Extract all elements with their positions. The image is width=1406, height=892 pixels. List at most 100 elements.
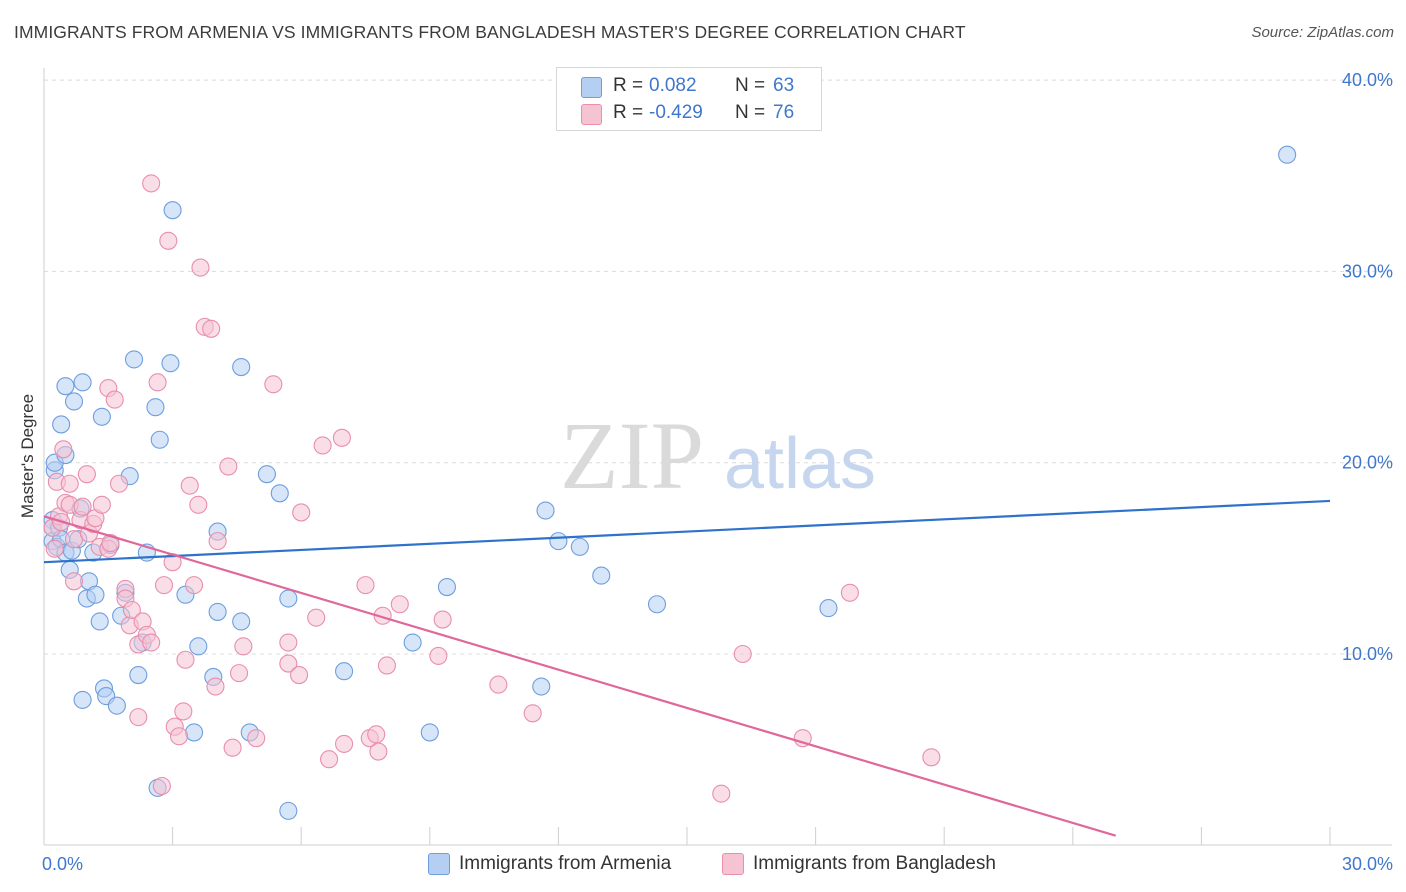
bangladesh-point xyxy=(335,734,354,753)
armenia-point xyxy=(335,662,354,681)
tick-labels: 10.0% 20.0% 30.0% 40.0% 0.0% 30.0% xyxy=(42,70,1393,874)
armenia-point xyxy=(592,566,611,585)
armenia-point xyxy=(163,201,182,220)
bangladesh-point xyxy=(429,646,448,665)
armenia-point xyxy=(73,690,92,709)
bangladesh-point xyxy=(105,390,124,409)
axes xyxy=(43,68,1392,846)
bangladesh-point xyxy=(279,654,298,673)
armenia-point xyxy=(184,723,204,742)
armenia-point xyxy=(64,392,84,411)
bangladesh-point xyxy=(292,503,311,522)
bangladesh-point xyxy=(208,532,227,551)
bangladesh-point xyxy=(77,465,96,484)
bangladesh-point xyxy=(264,375,283,394)
bangladesh-point xyxy=(202,319,221,338)
bangladesh-point xyxy=(523,704,542,723)
bangladesh-point xyxy=(54,440,73,459)
armenia-point xyxy=(107,696,126,715)
armenia-point xyxy=(150,430,169,449)
armenia-point xyxy=(279,589,298,608)
armenia-point xyxy=(819,599,838,618)
bangladesh-point xyxy=(109,474,129,493)
armenia-point xyxy=(532,677,551,696)
bangladesh-point xyxy=(180,476,199,495)
y-tick-label: 10.0% xyxy=(1342,644,1393,664)
bangladesh-point xyxy=(229,664,249,683)
armenia-point xyxy=(232,357,251,377)
bangladesh-point xyxy=(101,533,120,553)
armenia-point xyxy=(90,612,109,631)
armenia-point xyxy=(56,377,75,396)
armenia-point xyxy=(189,637,208,656)
bangladesh-point xyxy=(279,633,298,652)
n-label: N = xyxy=(735,75,766,96)
grid-lines xyxy=(44,79,1392,655)
bangladesh-point xyxy=(122,600,141,620)
armenia-point xyxy=(86,585,105,604)
x-tick-label: 0.0% xyxy=(42,854,83,874)
armenia-point xyxy=(92,407,111,426)
bangladesh-point xyxy=(73,497,92,516)
armenia-point xyxy=(270,484,289,503)
bangladesh-point xyxy=(247,729,266,748)
y-tick-label: 40.0% xyxy=(1342,70,1393,90)
bangladesh-point xyxy=(369,742,388,761)
armenia-point xyxy=(549,532,568,551)
n-value: 76 xyxy=(773,102,795,123)
watermark-zip: ZIP xyxy=(560,402,704,509)
r-value: 0.082 xyxy=(649,75,697,96)
y-tick-label: 20.0% xyxy=(1342,453,1393,473)
armenia-legend-swatch xyxy=(428,853,450,875)
bangladesh-point xyxy=(142,633,161,652)
bangladesh-legend-swatch xyxy=(722,853,744,875)
bangladesh-point xyxy=(290,665,309,685)
bangladesh-point xyxy=(320,750,339,769)
armenia-point xyxy=(208,602,227,621)
bangladesh-point xyxy=(313,436,332,455)
armenia-point xyxy=(647,595,667,614)
bangladesh-point xyxy=(129,708,148,727)
bangladesh-point xyxy=(219,457,238,476)
armenia-point xyxy=(124,350,144,369)
bangladesh-point xyxy=(64,530,84,549)
armenia-point xyxy=(146,398,165,417)
bangladesh-point xyxy=(307,608,326,627)
bangladesh-point xyxy=(60,474,79,493)
bangladesh-point xyxy=(489,675,508,694)
bangladesh-point xyxy=(174,702,193,721)
bangladesh-point xyxy=(234,637,253,656)
bangladesh-trend-line xyxy=(43,515,1116,837)
armenia-point xyxy=(52,415,71,434)
bangladesh-point xyxy=(92,495,111,514)
bangladesh-point xyxy=(176,650,195,669)
armenia-point xyxy=(1278,145,1297,164)
bangladesh-point xyxy=(367,725,386,744)
watermark: ZIP atlas xyxy=(560,402,876,509)
armenia-point xyxy=(232,612,251,631)
bangladesh-point xyxy=(189,495,208,514)
armenia-trend-line xyxy=(43,499,1331,564)
bangladesh-point xyxy=(922,748,941,767)
bangladesh-point xyxy=(148,373,167,392)
bangladesh-legend-label: Immigrants from Bangladesh xyxy=(753,853,996,874)
bangladesh-point xyxy=(356,576,375,595)
armenia-point xyxy=(570,537,589,556)
bangladesh-point xyxy=(154,576,174,595)
bangladesh-point xyxy=(64,572,84,591)
chart-title: IMMIGRANTS FROM ARMENIA VS IMMIGRANTS FR… xyxy=(14,22,966,42)
bangladesh-point xyxy=(332,428,351,447)
bangladesh-point xyxy=(377,656,396,675)
correlation-legend: R = 0.082 N = 63 R = -0.429 N = 76 xyxy=(556,67,822,131)
armenia-point xyxy=(536,501,555,520)
armenia-point xyxy=(257,465,276,484)
trend-lines xyxy=(43,499,1331,837)
armenia-point xyxy=(161,354,180,373)
r-label: R = xyxy=(613,102,644,123)
bangladesh-point xyxy=(733,644,752,664)
armenia-point xyxy=(403,633,422,652)
bangladesh-point xyxy=(159,231,178,250)
bangladesh-point xyxy=(840,583,859,602)
armenia-point xyxy=(279,801,298,820)
